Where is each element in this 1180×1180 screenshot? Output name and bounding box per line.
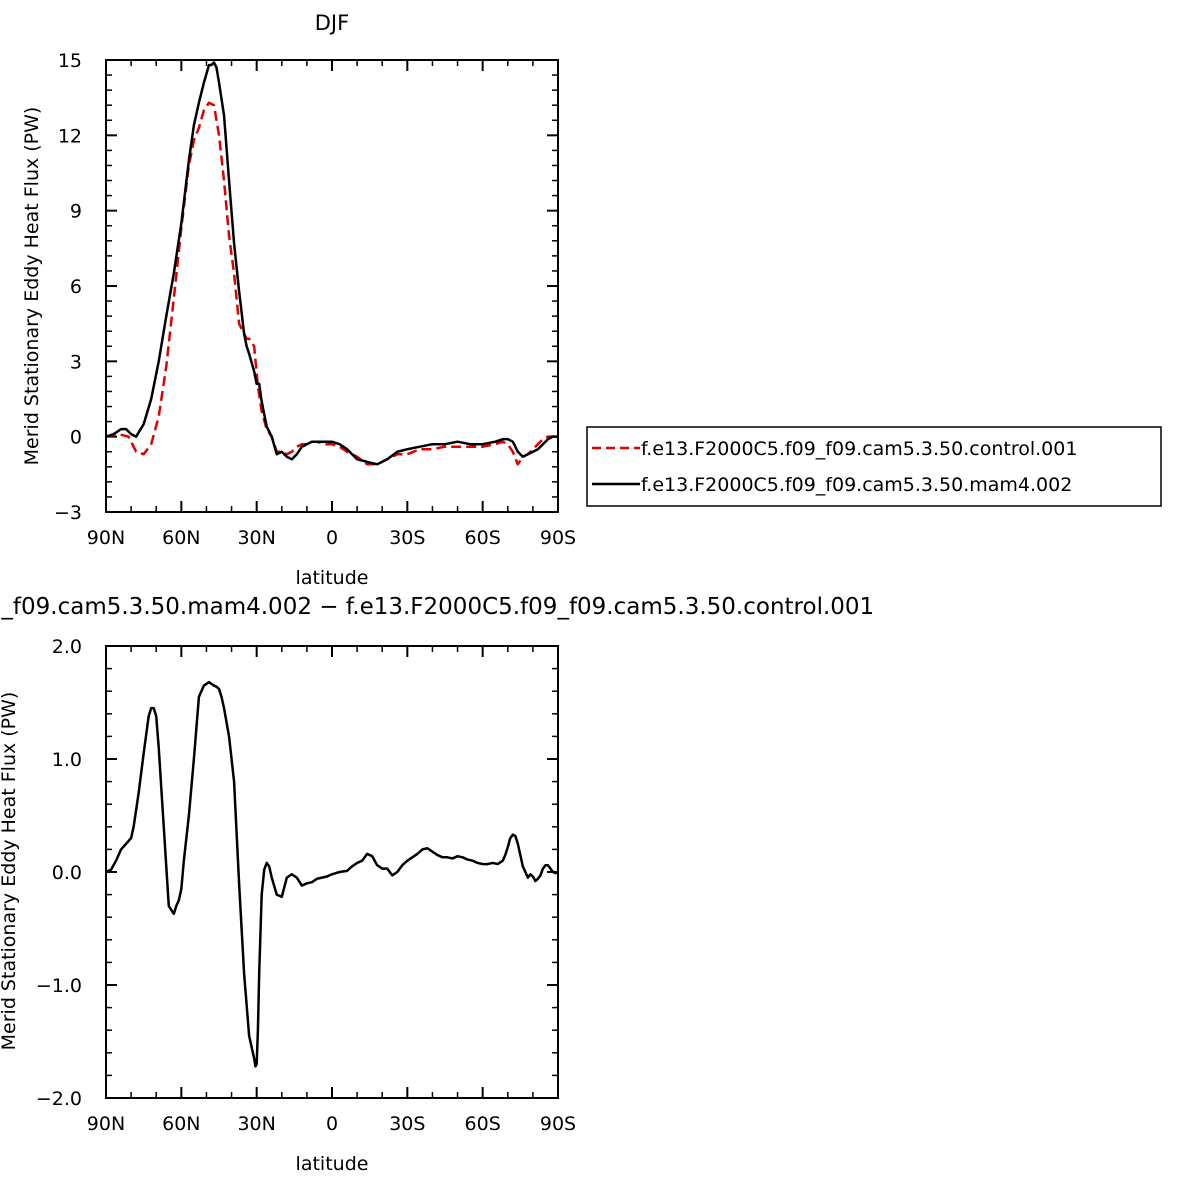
top-series-lines [105, 61, 558, 466]
top-series-line-0 [105, 101, 558, 466]
top-y-tick-label: 6 [70, 276, 82, 298]
bottom-x-tick-label: 60S [465, 1113, 501, 1135]
top-plot-frame [105, 59, 559, 513]
bottom-x-tick-label: 30N [237, 1113, 275, 1135]
top-y-tick-label: 12 [58, 125, 82, 147]
bottom-x-axis-label: latitude [296, 1153, 369, 1175]
top-x-tick-label: 30N [237, 527, 275, 549]
bottom-chart-title: f.e13.F2000C5.f09_f09.cam5.3.50.mam4.002… [0, 594, 874, 620]
bottom-y-tick-label: 2.0 [52, 636, 82, 658]
legend: f.e13.F2000C5.f09_f09.cam5.3.50.control.… [586, 426, 1162, 507]
bottom-tick-labels: 90N 60N 30N 0 30S 60S 90S −2.0 −1.0 0.0 1.0 2.0 [36, 636, 576, 1135]
bottom-y-tick-label: 0.0 [52, 862, 82, 884]
top-x-tick-label: 90S [540, 527, 576, 549]
bottom-x-tick-label: 30S [389, 1113, 425, 1135]
legend-box [586, 426, 1162, 507]
bottom-y-tick-label: −2.0 [36, 1088, 82, 1110]
top-x-tick-label: 30S [389, 527, 425, 549]
bottom-x-tick-label: 90N [87, 1113, 125, 1135]
top-y-tick-label: 0 [70, 427, 82, 449]
top-y-tick-label: 3 [70, 351, 82, 373]
top-chart-title: DJF [315, 11, 349, 35]
bottom-x-tick-label: 0 [326, 1113, 338, 1135]
top-x-tick-label: 90N [87, 527, 125, 549]
top-x-axis-label: latitude [296, 567, 369, 589]
top-tick-labels: 90N 60N 30N 0 30S 60S 90S −3 0 3 6 9 12 15 [54, 50, 576, 549]
top-series-line-1 [105, 61, 558, 466]
top-x-tick-label: 60N [162, 527, 200, 549]
top-y-tick-label: 15 [58, 50, 82, 72]
bottom-series-lines [105, 680, 559, 1068]
top-y-tick-label: −3 [54, 502, 82, 524]
bottom-x-tick-label: 60N [162, 1113, 200, 1135]
top-panel: DJF Merid Stationary Eddy Heat Flux (PW)… [21, 11, 576, 589]
legend-label-control: f.e13.F2000C5.f09_f09.cam5.3.50.control.… [641, 438, 1077, 460]
top-x-tick-label: 60S [465, 527, 501, 549]
bottom-y-tick-label: −1.0 [36, 975, 82, 997]
bottom-y-axis-label: Merid Stationary Eddy Heat Flux (PW) [0, 692, 20, 1051]
top-x-tick-label: 0 [326, 527, 338, 549]
bottom-panel: f.e13.F2000C5.f09_f09.cam5.3.50.mam4.002… [0, 594, 874, 1175]
top-y-tick-label: 9 [70, 201, 82, 223]
bottom-series-line-0 [105, 680, 559, 1068]
top-y-axis-label: Merid Stationary Eddy Heat Flux (PW) [21, 107, 43, 466]
legend-label-mam4: f.e13.F2000C5.f09_f09.cam5.3.50.mam4.002 [641, 474, 1072, 496]
bottom-y-tick-label: 1.0 [52, 749, 82, 771]
bottom-axis-ticks [105, 645, 559, 1099]
bottom-x-tick-label: 90S [540, 1113, 576, 1135]
bottom-plot-frame [105, 645, 559, 1099]
